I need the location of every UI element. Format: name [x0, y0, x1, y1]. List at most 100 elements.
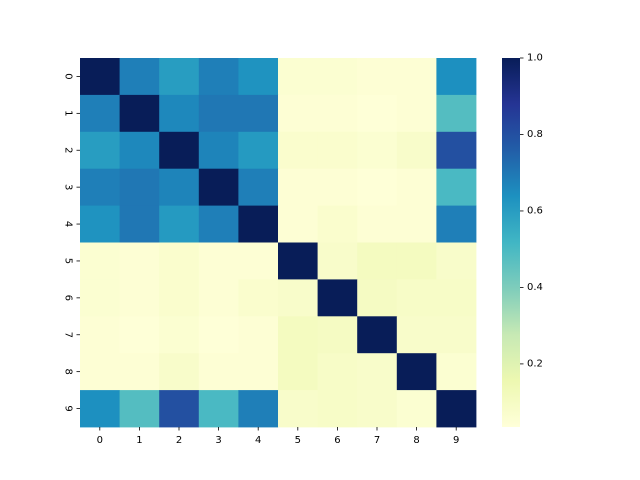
x-tick-label: 5: [295, 435, 301, 446]
heatmap-cell-r4-c4: [238, 205, 279, 243]
heatmap-cell-r0-c0: [80, 58, 120, 96]
heatmap-cell-r6-c5: [278, 279, 318, 317]
heatmap-cell-r5-c2: [159, 242, 200, 280]
heatmap-cell-r7-c4: [238, 316, 279, 354]
heatmap-cell-r2-c4: [238, 131, 279, 170]
heatmap-cell-r2-c2: [159, 131, 200, 170]
heatmap-cell-r4-c8: [396, 205, 437, 243]
heatmap-cell-r3-c9: [436, 168, 477, 206]
heatmap-cell-r9-c0: [80, 390, 120, 428]
heatmap-cell-r2-c1: [119, 131, 160, 170]
heatmap-cell-r0-c7: [357, 58, 398, 96]
heatmap-cell-r8-c3: [198, 353, 239, 391]
heatmap-cell-r7-c0: [80, 316, 120, 354]
heatmap-cell-r0-c8: [396, 58, 437, 96]
heatmap-cell-r5-c5: [278, 242, 318, 280]
heatmap-cell-r5-c6: [317, 242, 358, 280]
heatmap-cell-r7-c9: [436, 316, 477, 354]
heatmap-cell-r4-c1: [119, 205, 160, 243]
heatmap-cell-r3-c7: [357, 168, 398, 206]
heatmap-cell-r6-c4: [238, 279, 279, 317]
heatmap-cell-r3-c5: [278, 168, 318, 206]
colorbar-axis: 0.2 0.4 0.6 0.8 1.0: [520, 53, 543, 369]
heatmap-cell-r5-c0: [80, 242, 120, 280]
colorbar-tick-label: 0.6: [527, 205, 543, 216]
heatmap-cell-r7-c3: [198, 316, 239, 354]
colorbar-tick-label: 0.8: [527, 129, 543, 140]
heatmap-cell-r5-c8: [396, 242, 437, 280]
heatmap-cell-r3-c1: [119, 168, 160, 206]
heatmap-cell-r7-c6: [317, 316, 358, 354]
heatmap-cell-r8-c5: [278, 353, 318, 391]
heatmap-cell-r2-c9: [436, 131, 477, 170]
heatmap-cell-r0-c5: [278, 58, 318, 96]
heatmap-cell-r7-c1: [119, 316, 160, 354]
y-tick-label: 5: [63, 258, 74, 264]
heatmap-cell-r8-c9: [436, 353, 477, 391]
heatmap-cell-r3-c0: [80, 168, 120, 206]
heatmap-cell-r6-c0: [80, 279, 120, 317]
heatmap-cell-r4-c3: [198, 205, 239, 243]
heatmap-cell-r0-c6: [317, 58, 358, 96]
heatmap-cell-r2-c0: [80, 131, 120, 170]
heatmap-cell-r6-c8: [396, 279, 437, 317]
heatmap-cell-r2-c7: [357, 131, 398, 170]
heatmap-cell-r4-c7: [357, 205, 398, 243]
heatmap-cell-r4-c6: [317, 205, 358, 243]
heatmap-cell-r6-c7: [357, 279, 398, 317]
colorbar-tick-label: 1.0: [527, 53, 543, 64]
heatmap-cell-r7-c5: [278, 316, 318, 354]
heatmap-cell-r9-c9: [436, 390, 477, 428]
heatmap-cell-r3-c4: [238, 168, 279, 206]
heatmap-cell-r0-c1: [119, 58, 160, 96]
heatmap-cell-r8-c0: [80, 353, 120, 391]
heatmap-cell-r6-c2: [159, 279, 200, 317]
y-tick-label: 8: [63, 368, 74, 374]
heatmap-cell-r1-c5: [278, 94, 318, 133]
heatmap-cell-r1-c1: [119, 94, 160, 133]
heatmap-cell-r3-c8: [396, 168, 437, 206]
y-tick-label: 9: [63, 405, 74, 411]
heatmap-cell-r7-c2: [159, 316, 200, 354]
heatmap-cell-r4-c5: [278, 205, 318, 243]
heatmap-cell-r2-c8: [396, 131, 437, 170]
heatmap-cell-r0-c3: [198, 58, 239, 96]
x-tick-label: 2: [176, 435, 182, 446]
heatmap-cell-r1-c2: [159, 94, 200, 133]
heatmap-cell-r9-c3: [198, 390, 239, 428]
heatmap-cell-r5-c3: [198, 242, 239, 280]
heatmap-cell-r3-c3: [198, 168, 239, 206]
x-tick-label: 8: [413, 435, 419, 446]
y-tick-label: 7: [63, 332, 74, 338]
x-tick-label: 6: [334, 435, 340, 446]
heatmap-cell-r6-c9: [436, 279, 477, 317]
heatmap-cell-r4-c9: [436, 205, 477, 243]
heatmap-cell-r6-c1: [119, 279, 160, 317]
heatmap-cell-r9-c2: [159, 390, 200, 428]
heatmap-cell-r0-c9: [436, 58, 477, 96]
y-axis: 0 1 2 3 4 5 6 7 8 9: [63, 73, 80, 412]
heatmap-cell-r5-c7: [357, 242, 398, 280]
heatmap-cell-r7-c8: [396, 316, 437, 354]
heatmap-cell-r8-c4: [238, 353, 279, 391]
x-tick-label: 3: [215, 435, 221, 446]
heatmap-cell-r6-c3: [198, 279, 239, 317]
y-tick-label: 6: [63, 295, 74, 301]
heatmap-cell-r2-c6: [317, 131, 358, 170]
x-tick-label: 7: [374, 435, 380, 446]
heatmap-cell-r8-c8: [396, 353, 437, 391]
heatmap-cell-r2-c3: [198, 131, 239, 170]
heatmap-cell-r7-c7: [357, 316, 398, 354]
heatmap-cell-r2-c5: [278, 131, 318, 170]
y-tick-label: 4: [63, 221, 74, 227]
heatmap-cell-r4-c2: [159, 205, 200, 243]
x-tick-label: 1: [136, 435, 142, 446]
heatmap-cell-r8-c7: [357, 353, 398, 391]
heatmap-cell-r1-c9: [436, 94, 477, 133]
heatmap-cell-r9-c5: [278, 390, 318, 428]
heatmap-cell-r5-c1: [119, 242, 160, 280]
y-tick-label: 3: [63, 184, 74, 190]
colorbar: [502, 58, 520, 427]
heatmap-cell-r1-c4: [238, 94, 279, 133]
